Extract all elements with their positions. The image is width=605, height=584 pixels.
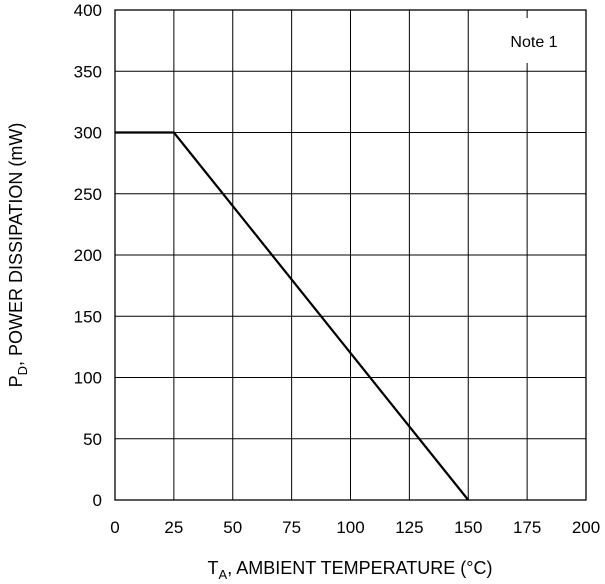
series-group xyxy=(114,131,470,501)
x-axis-title: TA, AMBIENT TEMPERATURE (°C) xyxy=(208,558,493,582)
y-tick-label: 100 xyxy=(74,369,102,388)
x-axis-title-rest: , AMBIENT TEMPERATURE (°C) xyxy=(227,558,492,578)
x-tick-label: 50 xyxy=(223,518,242,537)
x-tick-labels: 0 25 50 75 100 125 150 175 200 xyxy=(110,518,600,537)
y-tick-label: 250 xyxy=(74,185,102,204)
plot-frame xyxy=(114,9,587,501)
y-tick-label: 400 xyxy=(74,1,102,20)
x-tick-label: 75 xyxy=(282,518,301,537)
note-box xyxy=(473,18,571,63)
y-axis-title-sub: D xyxy=(15,366,30,375)
y-tick-label: 200 xyxy=(74,246,102,265)
x-axis-title-sub: A xyxy=(219,567,228,582)
x-tick-label: 175 xyxy=(513,518,541,537)
x-tick-label: 0 xyxy=(110,518,119,537)
x-tick-label: 125 xyxy=(395,518,423,537)
x-tick-label: 100 xyxy=(336,518,364,537)
y-tick-label: 0 xyxy=(93,491,102,510)
y-tick-label: 300 xyxy=(74,124,102,143)
y-tick-label: 350 xyxy=(74,62,102,81)
y-axis-title: PD, POWER DISSIPATION (mW) xyxy=(6,123,30,388)
y-axis-title-main: P xyxy=(6,375,26,387)
x-tick-label: 200 xyxy=(572,518,600,537)
x-axis-title-main: T xyxy=(208,558,219,578)
x-tick-label: 150 xyxy=(454,518,482,537)
y-tick-labels: 0 50 100 150 200 250 300 350 400 xyxy=(74,1,102,510)
x-tick-label: 25 xyxy=(164,518,183,537)
y-tick-label: 50 xyxy=(83,430,102,449)
note-annotation: Note 1 xyxy=(510,34,557,51)
y-axis-title-rest: , POWER DISSIPATION (mW) xyxy=(6,123,26,366)
y-tick-label: 150 xyxy=(74,307,102,326)
